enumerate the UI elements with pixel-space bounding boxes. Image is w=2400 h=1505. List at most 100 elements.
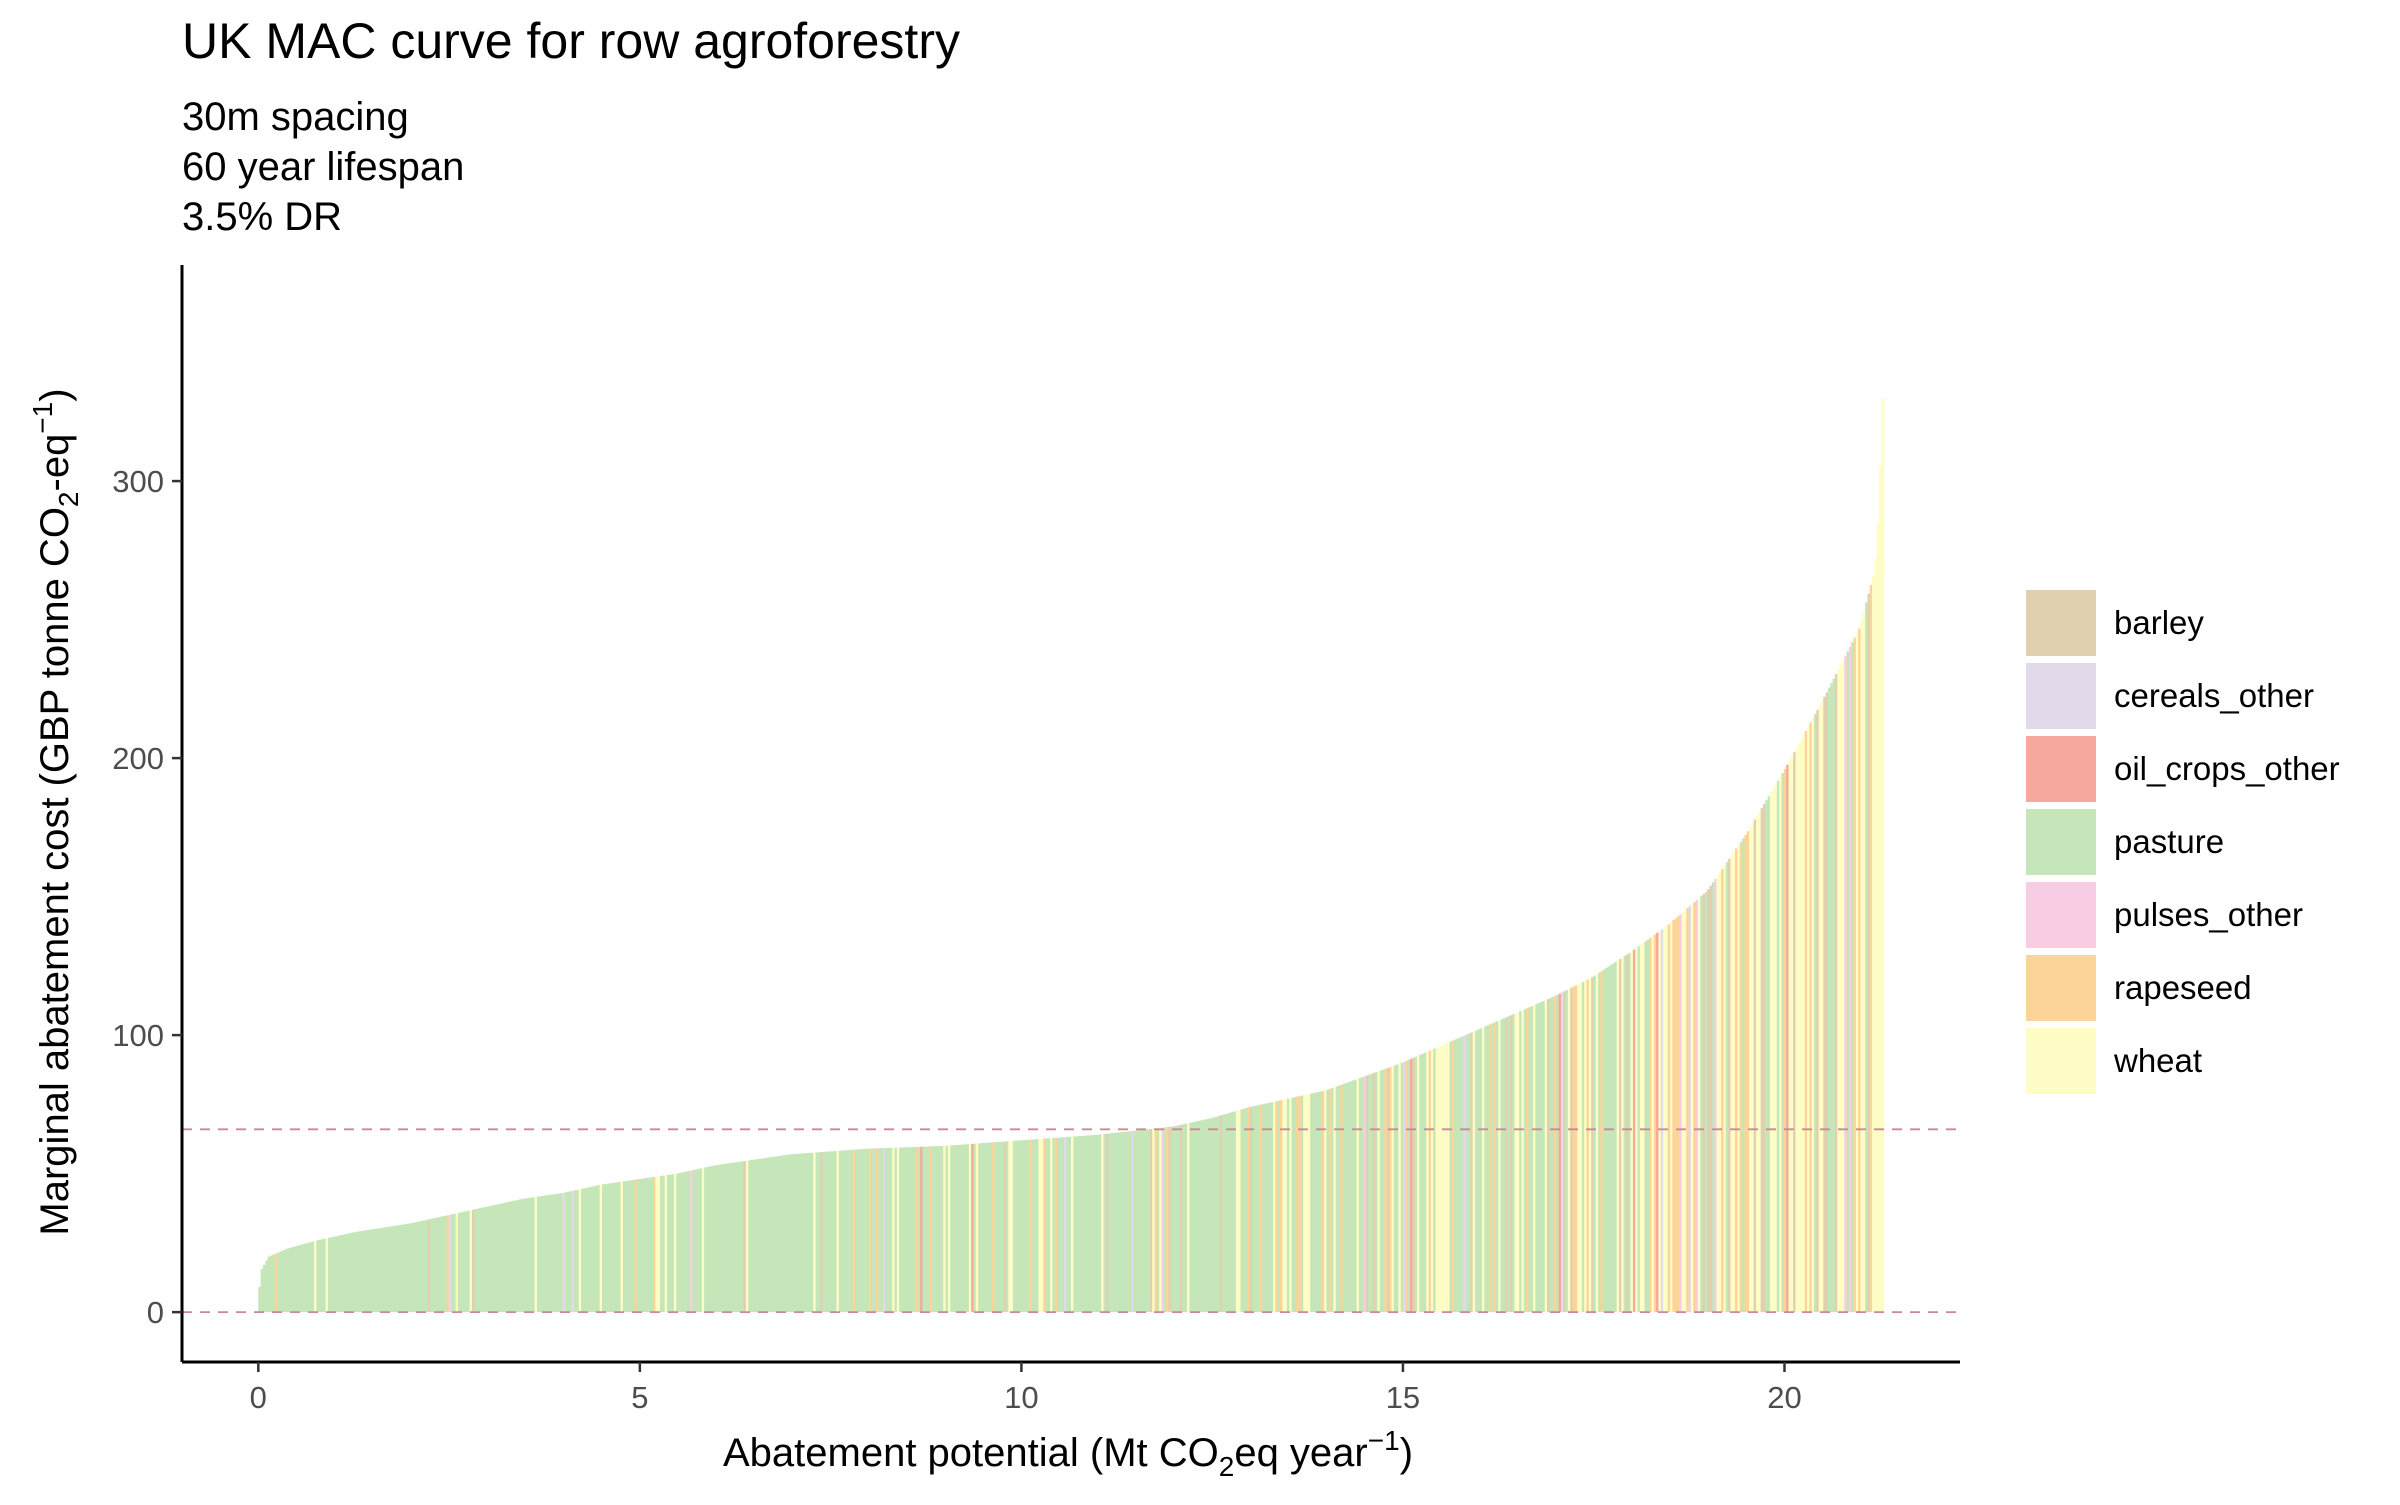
bar [1765,800,1769,1313]
bar [1560,992,1564,1313]
bar [1844,655,1848,1313]
bar [1570,987,1574,1313]
bar [1816,709,1820,1313]
bar [1454,1039,1458,1313]
legend-label-pasture: pasture [2114,823,2224,860]
bar [1830,683,1834,1313]
bar [1430,1049,1434,1313]
bar [297,1245,301,1313]
bar [701,1167,705,1313]
bar [899,1147,903,1313]
bar [1347,1082,1351,1313]
bar [523,1198,526,1313]
bar [1869,584,1873,1313]
bar [1665,925,1669,1313]
bar [748,1160,752,1313]
bar [1695,899,1699,1313]
bar [1679,914,1683,1313]
bar [801,1153,805,1313]
legend-key-wheat [2026,1028,2096,1094]
bar [1270,1102,1274,1313]
bar [276,1252,280,1313]
bar [388,1226,392,1313]
bar [1565,990,1569,1313]
bar [678,1172,682,1313]
bar [1001,1141,1005,1313]
bar [992,1142,995,1313]
bar [1296,1096,1300,1313]
bar [627,1180,631,1313]
bar [771,1156,775,1313]
bar [1057,1137,1060,1313]
bar [1811,718,1815,1313]
bar [1005,1141,1009,1313]
bar [564,1192,568,1313]
bar [351,1232,355,1313]
bar [1588,978,1592,1313]
bar [1026,1139,1030,1313]
bar [1217,1116,1221,1313]
bar [894,1147,898,1313]
bar [1393,1065,1397,1313]
bar [1544,1000,1548,1313]
bar [1523,1009,1527,1313]
bar [655,1176,659,1313]
bar [1879,465,1882,1313]
bar [595,1185,598,1313]
bar [629,1180,633,1313]
bar [504,1202,508,1313]
bar [1711,882,1715,1313]
bar [311,1241,315,1313]
bar [1514,1013,1518,1313]
bar [1762,804,1766,1313]
bar [1031,1139,1035,1313]
bar [1426,1051,1430,1313]
bar [1577,984,1581,1313]
bar [766,1157,770,1313]
bar [1219,1115,1223,1313]
legend-key-barley [2026,590,2096,656]
bar [880,1148,884,1313]
bar [831,1151,835,1313]
bar [792,1154,796,1313]
bar [1119,1132,1123,1313]
bar [1677,916,1680,1313]
bar [806,1153,810,1313]
bar [1637,946,1641,1313]
bar [367,1229,371,1313]
bar [1649,937,1653,1313]
y-tick-label: 0 [147,1295,164,1330]
bar [966,1144,970,1313]
legend-key-rapeseed [2026,955,2096,1021]
bar [1059,1137,1063,1313]
bar [478,1208,482,1313]
bar [648,1177,652,1313]
bar [353,1232,357,1313]
bar [1266,1103,1269,1313]
bar [848,1150,852,1313]
bar [1277,1100,1281,1313]
bar [511,1201,515,1313]
bar [499,1203,503,1313]
bar [604,1183,608,1313]
bar [1019,1140,1023,1313]
bar [1372,1072,1376,1313]
bar [1024,1139,1028,1313]
bar [1317,1092,1321,1313]
bar [694,1169,698,1313]
bar [302,1244,306,1313]
bar [327,1237,331,1313]
bar [660,1175,663,1313]
legend-label-cereals-other: cereals_other [2114,677,2314,714]
bar [959,1144,963,1313]
bar [1551,997,1555,1313]
bar [1377,1071,1381,1313]
bar [952,1145,956,1313]
bar [1170,1126,1174,1313]
bar [1848,646,1852,1313]
bar [1644,941,1648,1313]
bar [1567,988,1571,1313]
bar [1235,1110,1239,1313]
bar [1421,1053,1425,1313]
bar [641,1178,645,1313]
